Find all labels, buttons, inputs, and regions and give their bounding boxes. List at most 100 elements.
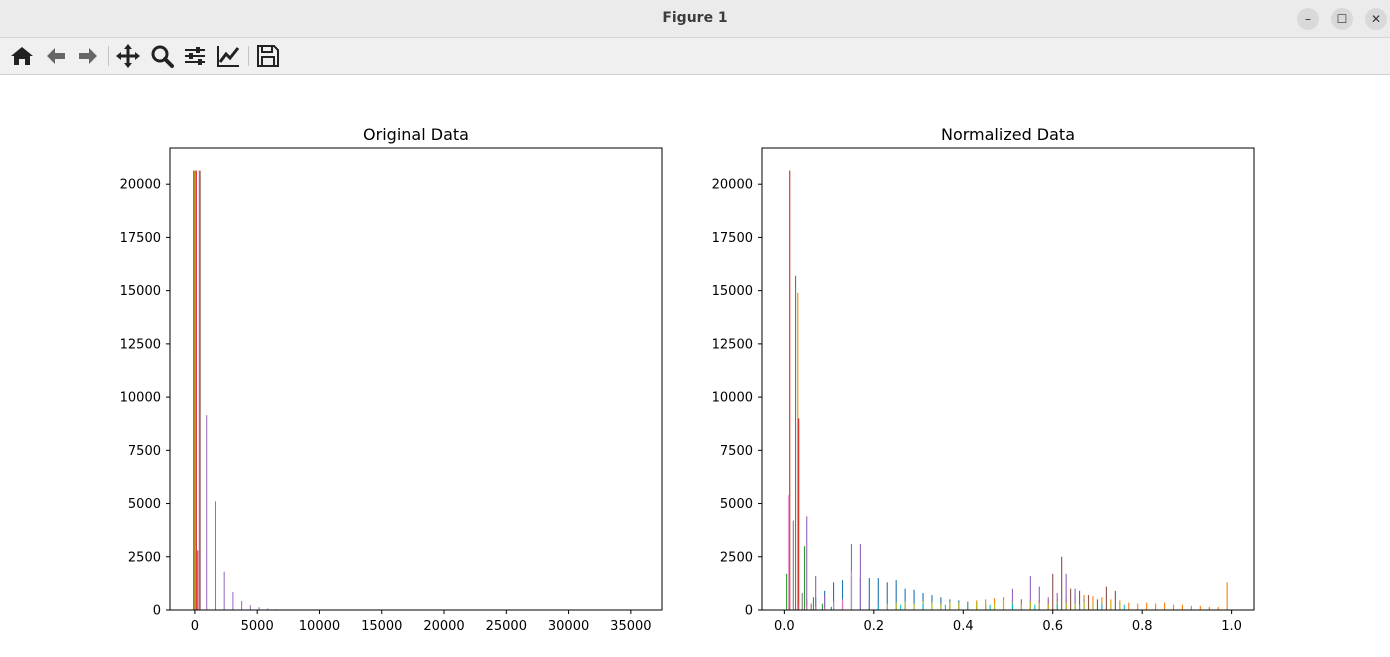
bar xyxy=(258,607,260,610)
bar xyxy=(1114,590,1116,610)
chart-title: Normalized Data xyxy=(941,125,1075,144)
bar xyxy=(859,544,861,610)
bar xyxy=(821,603,823,610)
home-button[interactable] xyxy=(8,42,36,70)
y-tick-label: 17500 xyxy=(120,231,161,246)
bar xyxy=(797,292,799,610)
bar xyxy=(1074,588,1076,610)
bar xyxy=(841,580,844,610)
bar xyxy=(833,601,835,610)
bar xyxy=(1110,601,1112,610)
bar xyxy=(214,501,216,610)
bar xyxy=(197,550,199,610)
y-tick-label: 15000 xyxy=(712,284,753,299)
subplot-normalized-data: Normalized Data 0.0 0.2 0.4 0.6 0.8 1.0 0 2500 50… xyxy=(712,125,1255,634)
bar xyxy=(949,601,951,610)
back-icon xyxy=(47,48,65,64)
bar xyxy=(1074,603,1076,610)
bar xyxy=(194,170,196,610)
bar xyxy=(815,575,817,610)
y-tick-label: 0 xyxy=(745,604,753,619)
configure-subplots-button[interactable] xyxy=(181,42,209,70)
x-tick-label: 25000 xyxy=(486,619,527,634)
chart-title: Original Data xyxy=(363,125,469,144)
zoom-icon xyxy=(151,45,174,68)
bar xyxy=(1119,602,1121,610)
x-tick-label: 30000 xyxy=(548,619,589,634)
bar xyxy=(1092,602,1094,610)
x-tick-label: 15000 xyxy=(361,619,402,634)
bar xyxy=(812,597,814,610)
back-button[interactable] xyxy=(42,42,70,70)
bar xyxy=(994,603,996,610)
minimize-button[interactable]: – xyxy=(1297,8,1319,30)
bar xyxy=(895,580,897,610)
bar xyxy=(1029,601,1031,610)
edit-axis-button[interactable] xyxy=(214,42,242,70)
bar xyxy=(900,604,902,610)
y-tick-label: 17500 xyxy=(712,231,753,246)
bar xyxy=(267,608,269,610)
bar xyxy=(1070,588,1072,610)
bar xyxy=(794,275,797,610)
bar xyxy=(792,520,794,610)
bar xyxy=(786,573,788,610)
bar xyxy=(1052,573,1054,610)
bar xyxy=(806,605,808,610)
bar xyxy=(830,606,832,610)
bar xyxy=(833,582,835,610)
bar xyxy=(1190,605,1192,610)
bar xyxy=(1101,603,1103,610)
x-tick-label: 0.2 xyxy=(863,619,884,634)
bar xyxy=(789,170,791,610)
x-tick-label: 1.0 xyxy=(1221,619,1242,634)
bar xyxy=(810,603,812,610)
bar xyxy=(824,607,826,610)
bar xyxy=(1029,575,1031,610)
y-tick-label: 7500 xyxy=(720,444,753,459)
y-tick-label: 15000 xyxy=(120,284,161,299)
y-tick-label: 20000 xyxy=(120,178,161,193)
bar xyxy=(1163,602,1166,610)
bar xyxy=(1123,604,1125,610)
pan-button[interactable] xyxy=(114,42,142,70)
bar xyxy=(841,599,844,610)
x-tick-label: 35000 xyxy=(610,619,651,634)
toolbar-separator xyxy=(108,46,109,66)
bar xyxy=(206,415,208,610)
maximize-button[interactable]: ☐ xyxy=(1331,8,1353,30)
bar xyxy=(886,582,888,610)
y-tick-label: 5000 xyxy=(128,497,161,512)
bar xyxy=(1002,601,1005,610)
bar xyxy=(904,588,906,610)
bar xyxy=(940,603,942,610)
toolbar-separator xyxy=(248,46,249,66)
bar xyxy=(985,602,987,610)
bar xyxy=(1079,604,1081,610)
close-button[interactable]: ✕ xyxy=(1365,8,1387,30)
bar xyxy=(1208,606,1210,610)
x-tick-label: 0.8 xyxy=(1132,619,1153,634)
window-titlebar: Figure 1 – ☐ ✕ xyxy=(0,0,1390,38)
y-tick-label: 2500 xyxy=(128,550,161,565)
y-tick-label: 20000 xyxy=(712,178,753,193)
forward-button[interactable] xyxy=(74,42,102,70)
bar xyxy=(1065,602,1067,610)
window-title: Figure 1 xyxy=(662,10,728,26)
y-tick-label: 10000 xyxy=(120,391,161,406)
save-button[interactable] xyxy=(254,42,282,70)
zoom-button[interactable] xyxy=(148,42,176,70)
bar xyxy=(803,546,806,610)
bar xyxy=(1087,595,1090,610)
bar xyxy=(1061,556,1063,610)
bar xyxy=(1079,590,1081,610)
bar xyxy=(967,603,969,610)
bar xyxy=(1105,586,1107,610)
bar xyxy=(877,605,879,610)
x-tick-label: 20000 xyxy=(423,619,464,634)
bar xyxy=(850,571,853,610)
bar xyxy=(195,170,197,610)
bar xyxy=(913,603,915,610)
y-tick-label: 5000 xyxy=(720,497,753,512)
bar xyxy=(922,603,924,610)
